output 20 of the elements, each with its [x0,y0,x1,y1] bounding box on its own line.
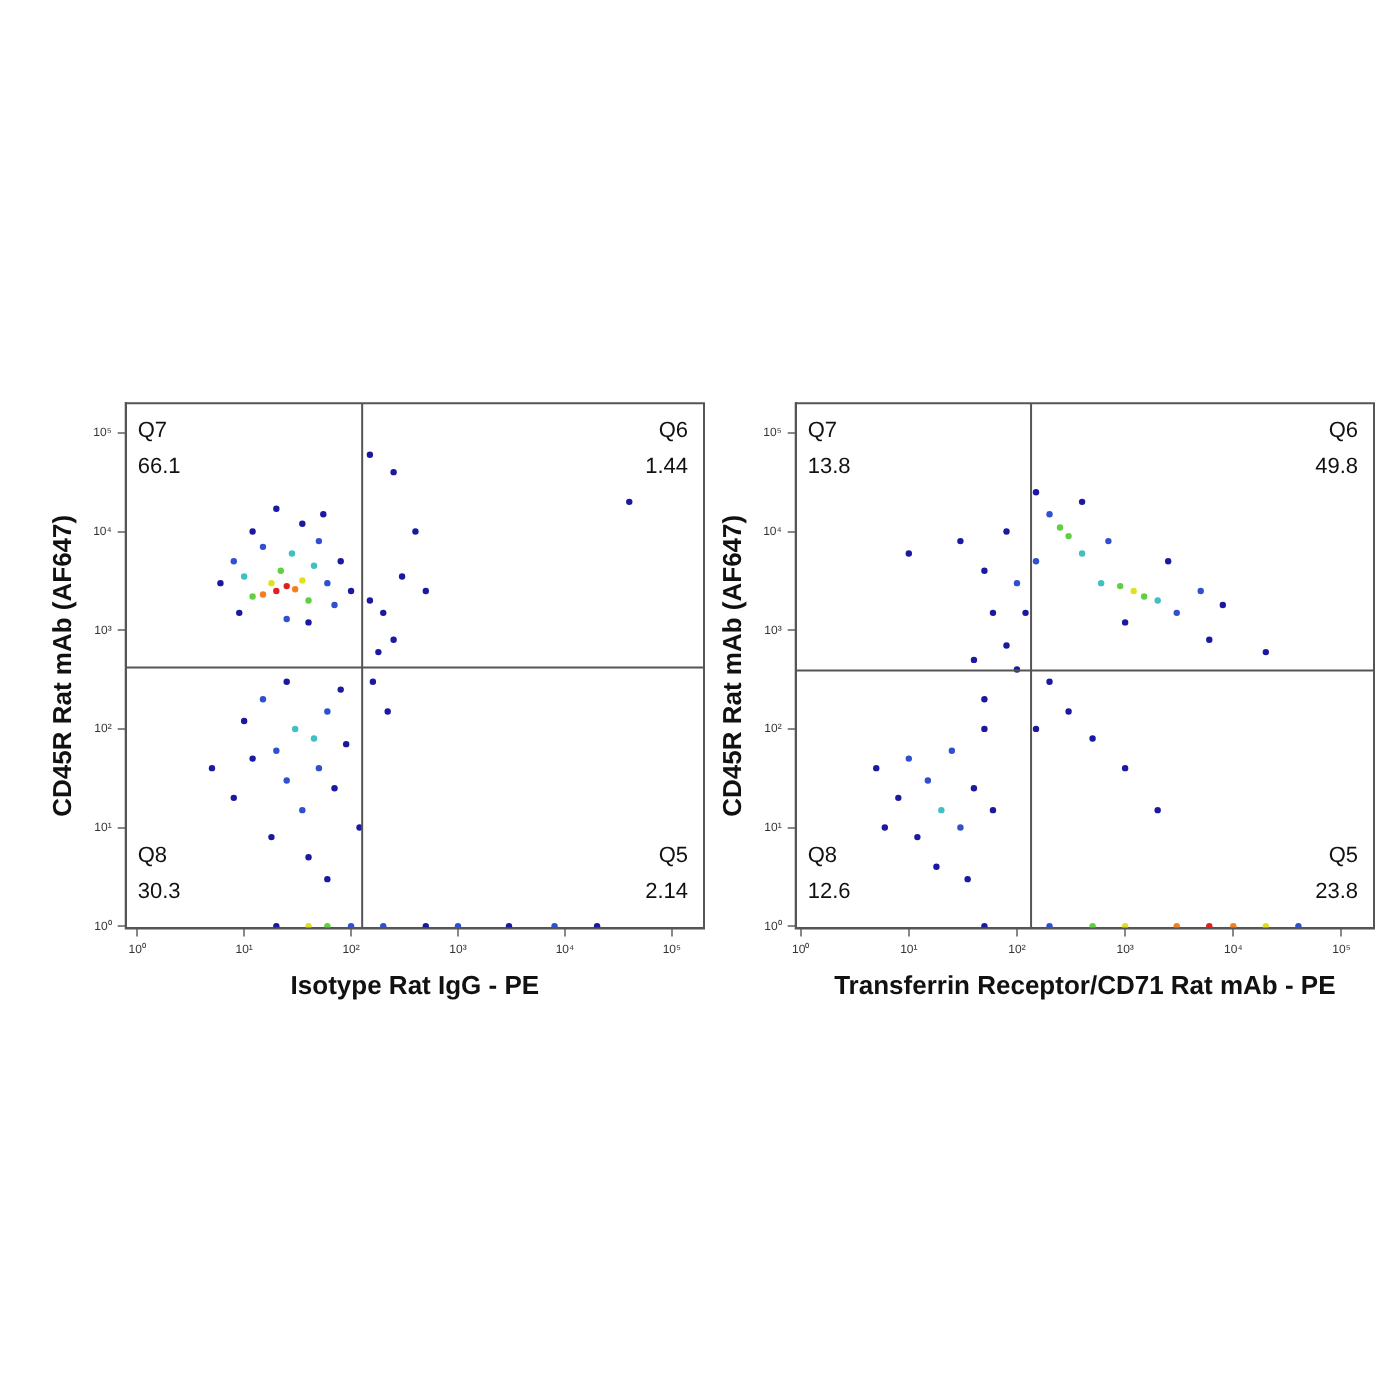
annotation: Q5 [1328,844,1358,869]
annotation: 1.44 [645,455,688,480]
annotation: Q8 [807,844,838,869]
annotation: Q8 [137,844,168,869]
annotation: 2.14 [645,880,688,905]
annotation: 12.6 [807,880,851,905]
x-axis-title: Transferrin Receptor/CD71 Rat mAb - PE [834,969,1337,1000]
annotation: 13.8 [807,455,851,480]
y-axis-title: CD45R Rat mAb (AF647) [46,514,77,817]
annotation: Q7 [807,419,838,444]
annotation: Q6 [1328,419,1358,444]
annotation: Q7 [137,419,168,444]
annotation: Q6 [658,419,688,444]
annotation: 30.3 [137,880,181,905]
annotation: Q5 [658,844,688,869]
y-axis-title: CD45R Rat mAb (AF647) [716,514,747,817]
annotation: 49.8 [1315,455,1358,480]
x-axis-title: Isotype Rat IgG - PE [290,969,540,1000]
annotation: 66.1 [137,455,181,480]
annotation: 23.8 [1315,880,1358,905]
